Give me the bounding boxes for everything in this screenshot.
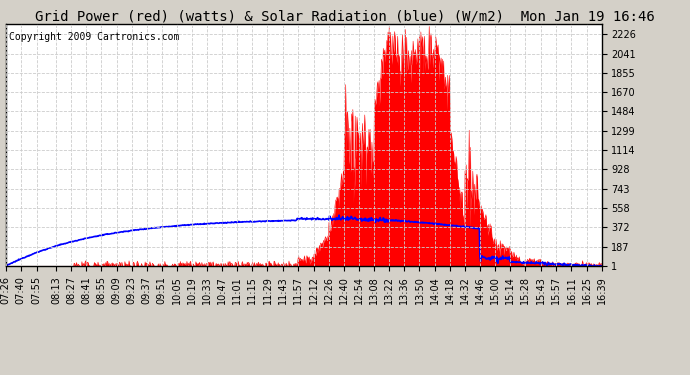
- Text: Copyright 2009 Cartronics.com: Copyright 2009 Cartronics.com: [8, 32, 179, 42]
- Text: Grid Power (red) (watts) & Solar Radiation (blue) (W/m2)  Mon Jan 19 16:46: Grid Power (red) (watts) & Solar Radiati…: [35, 9, 655, 23]
